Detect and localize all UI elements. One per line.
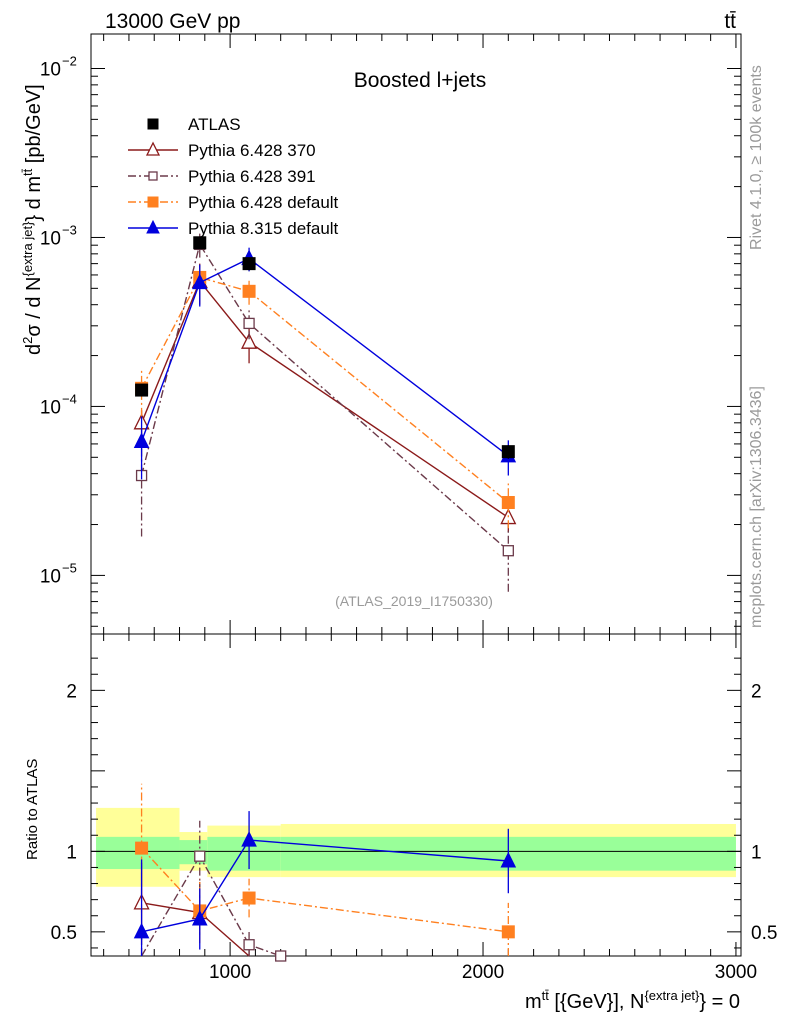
legend-item: Pythia 6.428 default [128,193,339,212]
data-point-marker [242,891,256,905]
main-y-axis: 10−210−310−410−5 [40,53,741,627]
data-point-marker [501,496,515,510]
legend-item: Pythia 8.315 default [128,219,339,238]
series-pythia-8-315-default [133,811,517,956]
data-point-marker [500,851,517,868]
legend-item: ATLAS [147,115,241,134]
data-point-marker [243,317,255,330]
y-tick-label: 0.5 [51,923,77,944]
x-tick-label: 2000 [462,962,504,983]
ratio-plot-panel: 0.5 0.5 1 1 2 2 1000 2000 3000 [51,633,777,983]
y-tick-label: 10 [40,228,61,249]
y-tick-exponent: −4 [62,391,77,406]
side-text-rivet: Rivet 4.1.0, ≥ 100k events [748,65,765,250]
legend-label: ATLAS [188,115,241,134]
data-point-marker [133,432,150,449]
header-left-label: 13000 GeV pp [105,10,240,33]
main-plot-panel: Boosted l+jets (ATLAS_2019_I1750330) 10−… [40,33,742,635]
data-point-marker [147,118,159,130]
data-point-marker [135,383,149,397]
ratio-y-axis-label: Ratio to ATLAS [24,759,41,860]
legend-label: Pythia 6.428 default [188,193,339,212]
y-tick-exponent: −3 [62,222,77,237]
data-point-marker [147,196,159,208]
data-point-marker [502,545,514,557]
legend-label: Pythia 6.428 370 [188,141,316,160]
header-right-label: tt̄ [724,10,736,33]
legend-label: Pythia 8.315 default [188,219,339,238]
x-tick-label: 3000 [715,962,757,983]
y-tick-label-right: 1 [751,842,762,863]
side-text-mcplots: mcplots.cern.ch [arXiv:1306.3436] [748,386,765,628]
data-point-marker [501,925,515,939]
series-line [141,839,509,933]
y-tick-exponent: −2 [62,53,77,68]
data-point-marker [191,909,208,926]
ratio-series-group [133,783,517,962]
main-series-group [133,233,517,592]
legend: ATLAS Pythia 6.428 370 Pythia 6.428 391 Pyt… [128,115,339,238]
data-point-marker [148,171,158,181]
data-point-marker [275,950,287,962]
y-tick-label-right: 2 [751,681,762,702]
data-point-marker [242,284,256,298]
series-atlas [135,236,515,459]
data-point-marker [135,841,149,855]
data-point-marker [193,236,207,250]
y-tick-label: 10 [40,566,61,587]
data-point-marker [242,257,256,271]
main-x-axis [103,34,737,634]
data-point-marker [501,445,515,459]
series-line [141,847,509,933]
series-line [140,854,281,957]
y-tick-label: 1 [66,842,77,863]
data-point-marker [133,922,150,939]
legend-label: Pythia 6.428 391 [188,167,316,186]
data-point-marker [241,830,257,847]
data-point-marker [194,850,206,862]
series-line [140,279,509,519]
y-tick-exponent: −5 [62,560,77,575]
data-point-marker [146,219,160,234]
ratio-plot-frame [90,633,742,957]
data-point-marker [191,273,208,290]
data-point-marker [145,141,161,156]
data-point-marker [241,332,258,349]
x-tick-label: 1000 [209,962,251,983]
plot-title: Boosted l+jets [354,69,487,92]
ratio-y-axis: 0.5 0.5 1 1 2 2 [51,657,777,949]
analysis-watermark: (ATLAS_2019_I1750330) [335,593,493,609]
main-y-axis-label: d2σ / d N{extra jet}} d mtt̄ [pb/GeV] [20,84,45,355]
data-point-marker [243,939,255,951]
series-line [140,276,509,504]
legend-item: Pythia 6.428 370 [128,141,316,160]
y-tick-label-right: 0.5 [751,923,777,944]
series-line [140,257,509,457]
y-tick-label: 10 [40,59,61,80]
legend-item: Pythia 6.428 391 [128,167,316,186]
y-tick-label: 2 [66,681,77,702]
y-tick-label: 10 [40,397,61,418]
x-axis-label: mtt̄ [{GeV}], N{extra jet}} = 0 [525,988,740,1013]
